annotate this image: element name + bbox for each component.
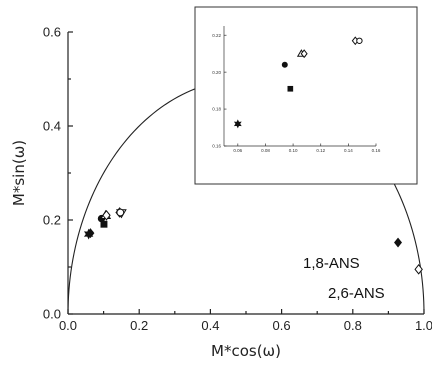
inset-x-tick-label: 0.06 bbox=[233, 148, 242, 153]
x-axis-title: M*cos(ω) bbox=[211, 342, 281, 360]
inset-data-point-open-diamond bbox=[300, 49, 308, 59]
data-point-filled-star bbox=[83, 228, 94, 240]
inset-data-point-filled-circle bbox=[281, 61, 288, 68]
y-tick-label: 0.2 bbox=[43, 213, 61, 228]
inset-x-tick-label: 0.10 bbox=[289, 148, 298, 153]
inset-x-tick-label: 0.08 bbox=[261, 148, 270, 153]
x-tick-label: 0.4 bbox=[201, 318, 219, 333]
x-tick-label: 0.8 bbox=[344, 318, 362, 333]
inset-y-tick-label: 0.22 bbox=[212, 33, 221, 38]
x-tick-label: 0.6 bbox=[273, 318, 291, 333]
inset-plot: 0.06 0.08 0.10 0.12 0.14 0.16 0.16 0.18 0.20 0.22 bbox=[194, 6, 418, 185]
x-tick-label: 1.0 bbox=[415, 318, 432, 333]
inset-frame bbox=[194, 6, 418, 185]
inset-x-tick-label: 0.12 bbox=[316, 148, 325, 153]
x-tick-label: 0.0 bbox=[59, 318, 77, 333]
data-point-open-circle bbox=[116, 208, 125, 217]
y-tick-label: 0.6 bbox=[43, 25, 61, 40]
inset-x-tick-label: 0.14 bbox=[344, 148, 353, 153]
inset-data-point-open-circle bbox=[356, 37, 363, 44]
inset-y-tick-label: 0.18 bbox=[212, 107, 221, 112]
data-point-filled-square bbox=[100, 220, 108, 228]
inset-y-tick-label: 0.16 bbox=[212, 144, 221, 149]
y-tick-label: 0.4 bbox=[43, 119, 61, 134]
annotation-2-6-ans: 2,6-ANS bbox=[328, 285, 385, 302]
data-point-open-diamond bbox=[414, 264, 423, 275]
data-point-filled-diamond bbox=[394, 237, 402, 248]
y-tick-label: 0.0 bbox=[43, 307, 61, 322]
inset-data-point-filled-square bbox=[287, 85, 294, 92]
inset-x-tick-label: 0.16 bbox=[372, 148, 381, 153]
main-plot: 0.0 0.2 0.4 0.6 0.8 1.0 0.0 0.2 0.4 0.6 M*cos(ω) M*… bbox=[10, 25, 432, 361]
inset-y-tick-label: 0.20 bbox=[212, 70, 221, 75]
y-axis-title: M*sin(ω) bbox=[10, 140, 28, 206]
data-point-open-diamond bbox=[102, 209, 111, 221]
x-tick-label: 0.2 bbox=[130, 318, 148, 333]
annotation-1-8-ans: 1,8-ANS bbox=[303, 255, 360, 272]
inset-data-point-filled-star bbox=[233, 119, 242, 129]
